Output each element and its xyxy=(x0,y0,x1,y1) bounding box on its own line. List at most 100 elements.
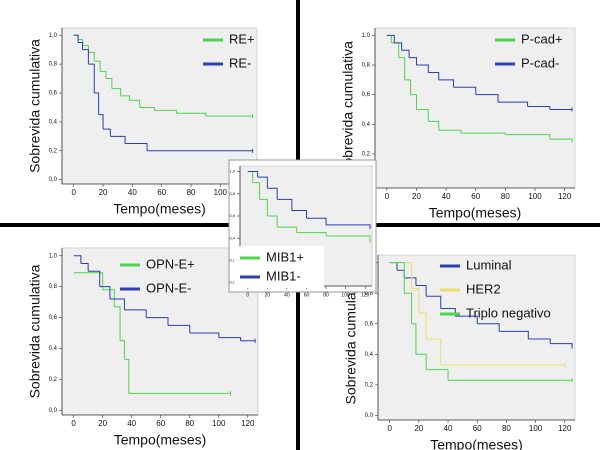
y-tick-label: 0,0 xyxy=(49,408,58,414)
y-tick-label: 0,8 xyxy=(362,63,371,69)
y-tick-label: 0,0 xyxy=(365,413,374,419)
survival-step xyxy=(438,79,455,88)
survival-step xyxy=(277,226,298,233)
y-tick-label: 0,6 xyxy=(365,321,374,327)
survival-step xyxy=(404,277,417,286)
y-tick-label: 0,8 xyxy=(49,284,58,290)
survival-step xyxy=(426,338,442,365)
x-tick-label: 80 xyxy=(185,419,194,428)
survival-step xyxy=(389,262,405,294)
panel: 0,00,20,40,60,81,0020406080100120Sobrevi… xyxy=(27,27,258,217)
y-tick-label: 0,4 xyxy=(365,352,374,358)
y-tick-label: 0,8 xyxy=(229,191,235,196)
survival-step xyxy=(146,317,169,326)
survival-step xyxy=(477,323,500,332)
y-tick-label: 0,2 xyxy=(365,382,374,388)
y-axis-label: Sobrevida cumulativa xyxy=(340,41,356,175)
y-tick-label: 0,2 xyxy=(362,152,371,158)
survival-step xyxy=(114,306,121,341)
x-axis-label: Tempo(meses) xyxy=(114,432,207,448)
y-tick-label: 0,4 xyxy=(49,346,58,352)
survival-step xyxy=(460,132,506,135)
survival-step xyxy=(426,295,442,309)
survival-step xyxy=(416,108,429,122)
panel: 0,00,20,40,60,81,0020406080100120Sobrevi… xyxy=(340,27,576,221)
survival-step xyxy=(124,309,147,318)
survival-step xyxy=(404,292,413,324)
survival-step xyxy=(306,217,327,225)
x-axis-label: Tempo(meses) xyxy=(429,205,522,221)
survival-step xyxy=(267,187,278,200)
y-tick-label: 0,2 xyxy=(49,148,58,154)
survival-step xyxy=(386,34,395,43)
survival-step xyxy=(455,315,478,324)
survival-step xyxy=(100,70,107,79)
y-tick-label: 1,0 xyxy=(49,33,58,39)
survival-step xyxy=(428,120,440,131)
y-tick-label: 0,4 xyxy=(49,119,58,125)
survival-step xyxy=(499,330,529,340)
survival-step xyxy=(277,198,293,211)
survival-step xyxy=(139,106,155,111)
y-tick-label: 1,0 xyxy=(49,253,58,259)
survival-step xyxy=(418,312,427,340)
x-tick-label: 60 xyxy=(473,424,482,433)
x-tick-label: 0 xyxy=(72,188,77,197)
x-tick-label: 80 xyxy=(187,188,196,197)
x-tick-label: 20 xyxy=(414,424,423,433)
survival-step xyxy=(497,101,529,107)
x-tick-label: 60 xyxy=(157,188,166,197)
legend-label: MIB1- xyxy=(266,268,301,283)
survival-step xyxy=(120,340,125,360)
y-tick-label: 0,6 xyxy=(49,91,58,97)
x-tick-label: 0 xyxy=(71,419,76,428)
survival-step xyxy=(218,337,242,341)
survival-step xyxy=(80,262,89,272)
y-tick-label: 0,8 xyxy=(49,62,58,68)
survival-step xyxy=(73,34,79,43)
survival-step xyxy=(176,112,207,117)
x-tick-label: 20 xyxy=(99,188,108,197)
survival-step xyxy=(411,323,417,355)
y-tick-label: 0,0 xyxy=(229,280,235,285)
x-tick-label: 100 xyxy=(214,188,228,197)
survival-step xyxy=(102,289,115,307)
legend-label: OPN-E+ xyxy=(146,256,195,271)
survival-step xyxy=(426,369,449,381)
survival-step xyxy=(110,135,126,144)
x-tick-label: 20 xyxy=(412,192,421,201)
survival-step xyxy=(125,143,148,151)
survival-step xyxy=(528,338,551,344)
y-tick-label: 0,8 xyxy=(365,291,374,297)
survival-step xyxy=(453,86,477,95)
survival-step xyxy=(154,109,177,114)
survival-step xyxy=(411,288,420,314)
survival-step xyxy=(428,71,440,80)
x-tick-label: 40 xyxy=(128,188,137,197)
x-tick-label: 80 xyxy=(501,192,510,201)
survival-step xyxy=(189,332,220,338)
survival-step xyxy=(527,106,551,110)
x-tick-label: 120 xyxy=(361,292,370,298)
survival-step xyxy=(120,95,130,101)
survival-step xyxy=(267,215,278,228)
survival-step xyxy=(291,209,307,219)
legend-label: RE+ xyxy=(229,31,255,46)
survival-step xyxy=(99,286,111,300)
x-tick-label: 60 xyxy=(304,292,310,298)
survival-step xyxy=(109,298,125,310)
legend-label: P-cad- xyxy=(521,55,559,70)
x-tick-label: 120 xyxy=(241,419,255,428)
y-axis-label: Sobrevida cumulativa xyxy=(27,264,43,398)
survival-step xyxy=(167,324,191,334)
y-tick-label: 0,6 xyxy=(362,92,371,98)
legend-label: RE- xyxy=(229,55,251,70)
y-tick-label: 0,0 xyxy=(49,177,58,183)
survival-step xyxy=(94,60,101,72)
legend-label: Triplo negativo xyxy=(466,305,551,320)
legend-label: Luminal xyxy=(466,257,512,272)
survival-step xyxy=(99,272,104,290)
survival-step xyxy=(401,49,410,58)
x-tick-label: 100 xyxy=(212,419,226,428)
